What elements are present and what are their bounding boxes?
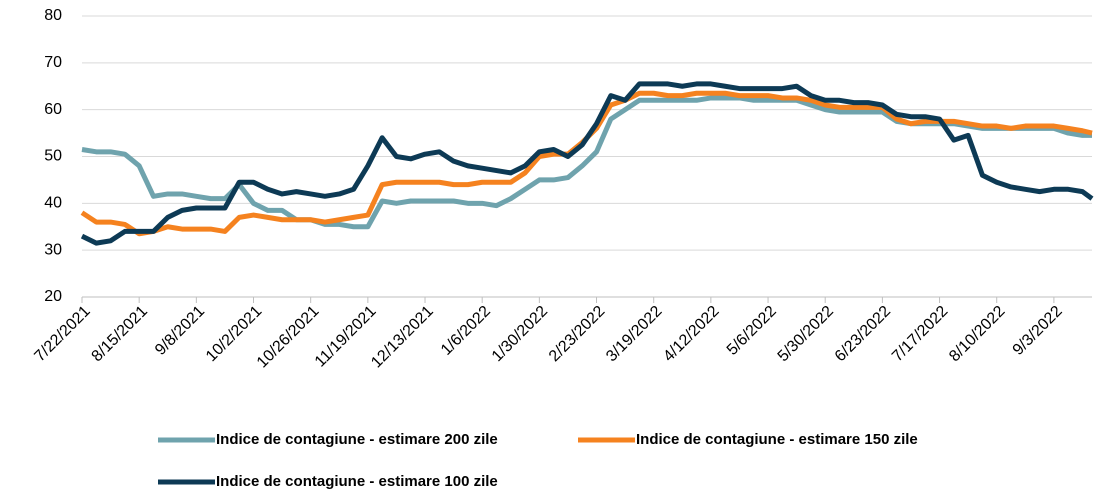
- legend-label: Indice de contagiune - estimare 200 zile: [216, 431, 498, 448]
- y-tick-label: 70: [44, 54, 62, 71]
- x-tick-label: 5/6/2022: [724, 303, 780, 359]
- legend: Indice de contagiune - estimare 200 zile…: [158, 431, 918, 490]
- x-tick-label: 2/23/2022: [546, 303, 608, 365]
- legend-label: Indice de contagiune - estimare 100 zile: [216, 473, 498, 490]
- x-tick-label: 3/19/2022: [603, 303, 665, 365]
- x-tick-label: 8/15/2021: [89, 303, 151, 365]
- x-tick-label: 4/12/2022: [660, 303, 722, 365]
- x-tick-label: 5/30/2022: [775, 303, 837, 365]
- x-tick-label: 10/26/2021: [254, 303, 323, 372]
- series-line: [80, 81, 1094, 246]
- x-tick-label: 6/23/2022: [832, 303, 894, 365]
- y-tick-label: 60: [44, 101, 62, 118]
- x-tick-label: 1/30/2022: [489, 303, 551, 365]
- x-tick-label: 9/8/2021: [152, 303, 208, 359]
- y-tick-label: 20: [44, 288, 62, 305]
- x-tick-label: 7/22/2021: [31, 303, 93, 365]
- x-tick-label: 12/13/2021: [368, 303, 437, 372]
- y-tick-label: 30: [44, 241, 62, 258]
- x-tick-label: 1/6/2022: [438, 303, 494, 359]
- x-tick-label: 10/2/2021: [203, 303, 265, 365]
- y-tick-label: 50: [44, 148, 62, 165]
- y-tick-label: 80: [44, 7, 62, 24]
- y-tick-label: 40: [44, 195, 62, 212]
- legend-label: Indice de contagiune - estimare 150 zile: [636, 431, 918, 448]
- x-tick-label: 7/17/2022: [889, 303, 951, 365]
- x-tick-label: 8/10/2022: [946, 303, 1008, 365]
- x-tick-label: 9/3/2022: [1010, 303, 1066, 359]
